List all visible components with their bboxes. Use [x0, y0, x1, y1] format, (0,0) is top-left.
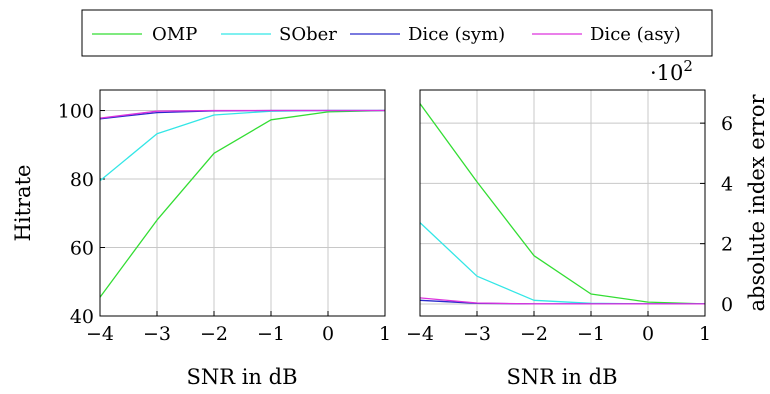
index-error-scale-base: ·10 [650, 61, 683, 85]
index-error-plot-frame [419, 89, 706, 317]
index-error-y-tick-label: 2 [721, 234, 733, 256]
hitrate-line-omp [99, 109, 386, 298]
index-error-scale-exponent: 2 [683, 57, 693, 75]
hitrate-x-tick-label: −4 [86, 323, 114, 345]
hitrate-y-tick-label: 80 [70, 169, 94, 191]
index-error-x-ticks: −4 −3 −2 −1 0 1 [406, 323, 711, 345]
legend-box [81, 9, 713, 57]
index-error-x-tick-label: −1 [577, 323, 605, 345]
hitrate-x-tick-label: −3 [143, 323, 171, 345]
hitrate-line-sober [99, 109, 385, 182]
index-error-x-tick-label: −4 [406, 323, 434, 345]
legend-label-dice-sym: Dice (sym) [408, 24, 505, 45]
hitrate-y-ticks: 40 60 80 100 [58, 101, 94, 328]
hitrate-x-tick-label: 1 [379, 323, 391, 345]
index-error-grid [419, 90, 706, 316]
hitrate-x-tick-label: −2 [200, 323, 228, 345]
index-error-x-tick-label: −2 [520, 323, 548, 345]
index-error-series [419, 103, 706, 305]
hitrate-y-axis-label: Hitrate [11, 165, 35, 242]
index-error-line-omp [419, 103, 706, 305]
index-error-y-tick-label: 6 [721, 113, 733, 135]
index-error-line-dice-asy [419, 297, 705, 305]
index-error-y-tick-label: 4 [721, 173, 733, 195]
hitrate-y-tick-label: 40 [70, 306, 94, 328]
hitrate-plot-frame [99, 89, 386, 317]
hitrate-x-ticks: −4 −3 −2 −1 0 1 [86, 323, 391, 345]
index-error-x-axis-label: SNR in dB [506, 365, 617, 389]
hitrate-y-tick-label: 100 [58, 101, 94, 123]
index-error-y-ticks: 0 2 4 6 [721, 113, 733, 316]
hitrate-y-tick-label: 60 [70, 238, 94, 260]
index-error-y-axis-label: absolute index error [745, 94, 769, 312]
legend-entry-omp: OMP [92, 24, 197, 45]
hitrate-panel: −4 −3 −2 −1 0 1 40 60 80 100 SNR in dB Hitrate [11, 89, 391, 389]
hitrate-x-tick-label: 0 [322, 323, 334, 345]
hitrate-grid [99, 90, 386, 317]
hitrate-x-tick-label: −1 [257, 323, 285, 345]
legend-label-dice-asy: Dice (asy) [590, 24, 681, 45]
legend-label-sober: SOber [279, 24, 337, 45]
index-error-line-sober [419, 222, 705, 305]
legend-entry-dice-sym: Dice (sym) [350, 24, 505, 45]
index-error-scale-label: ·102 [650, 57, 693, 85]
hitrate-series [99, 109, 386, 298]
index-error-x-tick-label: 0 [642, 323, 654, 345]
index-error-y-tick-label: 0 [721, 294, 733, 316]
legend-entry-sober: SOber [221, 24, 337, 45]
hitrate-line-dice-asy [99, 109, 385, 119]
index-error-x-tick-label: 1 [699, 323, 711, 345]
legend: OMP SOber Dice (sym) Dice (asy) [81, 9, 713, 57]
index-error-x-tick-label: −3 [463, 323, 491, 345]
legend-entry-dice-asy: Dice (asy) [532, 24, 681, 45]
hitrate-x-axis-label: SNR in dB [186, 365, 297, 389]
legend-label-omp: OMP [152, 24, 197, 45]
